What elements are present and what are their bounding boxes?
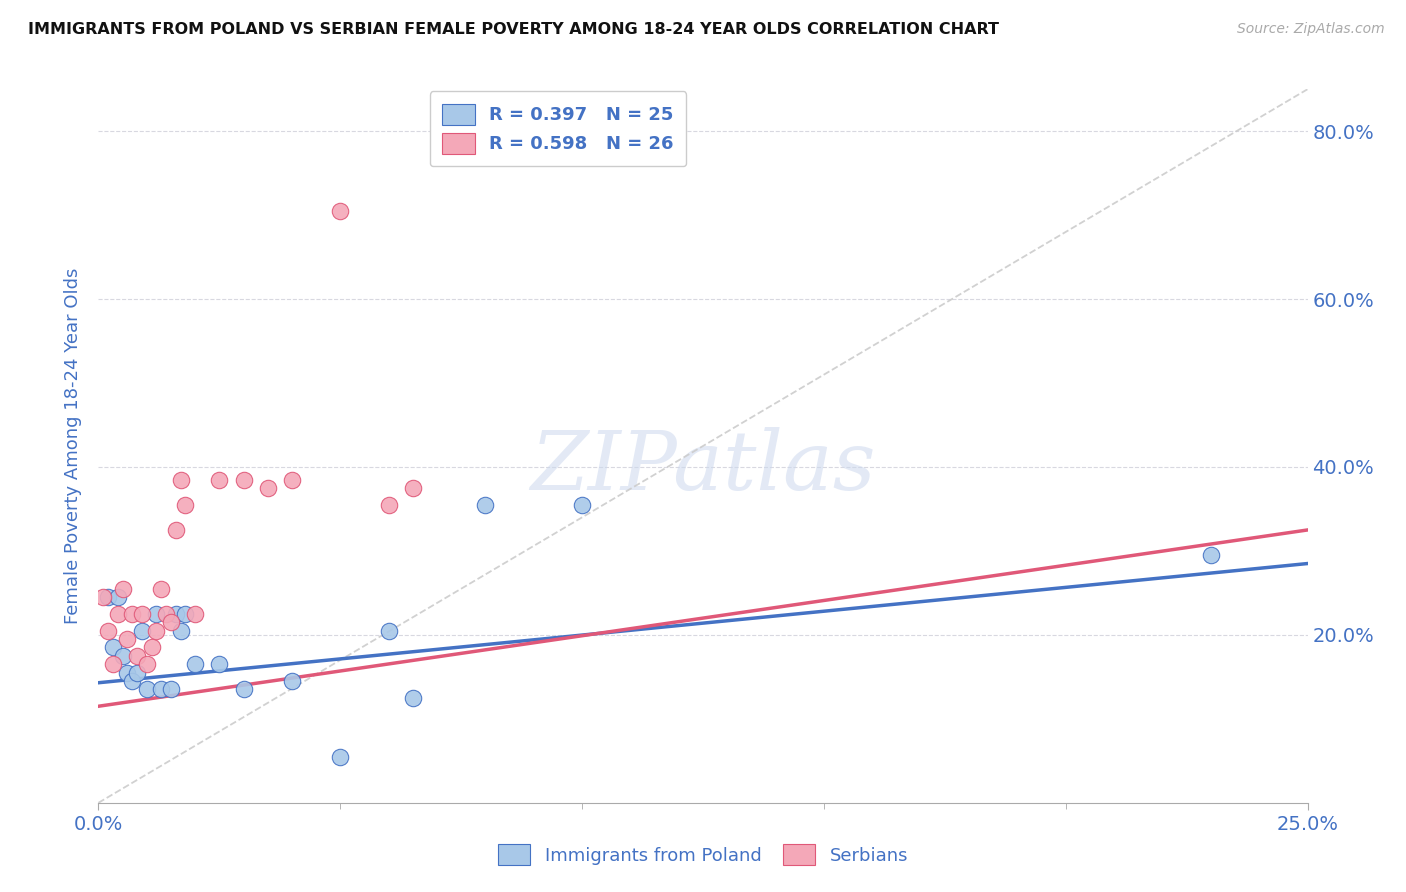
Point xyxy=(377,624,399,638)
Point xyxy=(150,682,173,697)
Point xyxy=(1199,548,1222,562)
Point xyxy=(131,607,153,621)
Point xyxy=(141,640,163,655)
Point xyxy=(474,498,496,512)
Point xyxy=(232,682,254,697)
Point xyxy=(165,607,187,621)
Point xyxy=(160,615,183,630)
Point xyxy=(329,749,352,764)
Point xyxy=(127,648,149,663)
Point xyxy=(174,498,197,512)
Point xyxy=(101,657,124,672)
Point xyxy=(160,682,183,697)
Point xyxy=(281,473,304,487)
Point xyxy=(97,624,120,638)
Point xyxy=(145,624,167,638)
Legend: Immigrants from Poland, Serbians: Immigrants from Poland, Serbians xyxy=(486,833,920,876)
Point xyxy=(184,657,207,672)
Point xyxy=(165,523,187,537)
Point xyxy=(107,607,129,621)
Text: ZIPatlas: ZIPatlas xyxy=(530,427,876,508)
Point xyxy=(107,590,129,604)
Point xyxy=(402,690,425,705)
Point xyxy=(169,473,191,487)
Point xyxy=(571,498,593,512)
Text: IMMIGRANTS FROM POLAND VS SERBIAN FEMALE POVERTY AMONG 18-24 YEAR OLDS CORRELATI: IMMIGRANTS FROM POLAND VS SERBIAN FEMALE… xyxy=(28,22,1000,37)
Point xyxy=(135,657,157,672)
Point xyxy=(174,607,197,621)
Point xyxy=(208,657,231,672)
Point xyxy=(127,665,149,680)
Point xyxy=(131,624,153,638)
Point xyxy=(184,607,207,621)
Point xyxy=(121,607,143,621)
Point xyxy=(121,674,143,689)
Point xyxy=(91,590,114,604)
Point xyxy=(256,481,278,495)
Point xyxy=(402,481,425,495)
Point xyxy=(281,674,304,689)
Point xyxy=(145,607,167,621)
Point xyxy=(111,582,134,596)
Point xyxy=(150,582,173,596)
Point xyxy=(97,590,120,604)
Point xyxy=(117,665,139,680)
Point xyxy=(232,473,254,487)
Point xyxy=(155,607,177,621)
Text: Source: ZipAtlas.com: Source: ZipAtlas.com xyxy=(1237,22,1385,37)
Y-axis label: Female Poverty Among 18-24 Year Olds: Female Poverty Among 18-24 Year Olds xyxy=(65,268,83,624)
Point xyxy=(329,203,352,218)
Point xyxy=(135,682,157,697)
Point xyxy=(111,648,134,663)
Point xyxy=(377,498,399,512)
Point xyxy=(117,632,139,646)
Point xyxy=(101,640,124,655)
Point xyxy=(169,624,191,638)
Point xyxy=(208,473,231,487)
